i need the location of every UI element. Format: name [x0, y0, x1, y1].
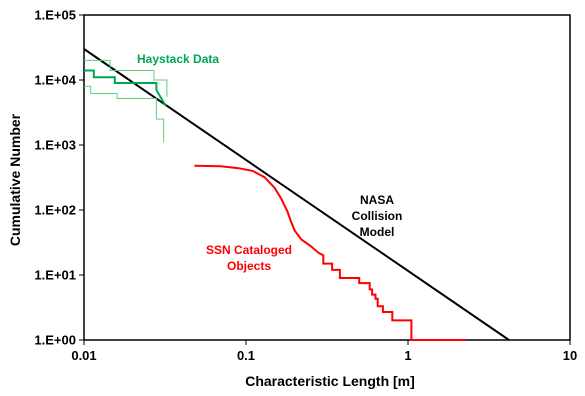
- y-tick-label: 1.E+05: [34, 8, 76, 23]
- ssn-label-line1: SSN Cataloged: [206, 243, 292, 257]
- x-axis-label: Characteristic Length [m]: [245, 373, 415, 389]
- y-tick-label: 1.E+04: [34, 73, 76, 88]
- y-tick-label: 1.E+01: [34, 268, 76, 283]
- haystack-lower-bound-line: [84, 85, 165, 143]
- plot-area: [83, 14, 571, 341]
- nasa-model-label-line1: NASA: [360, 193, 394, 207]
- nasa-model-label-line3: Model: [360, 225, 395, 239]
- x-tick-label: 0.01: [71, 348, 96, 363]
- series-layer: [83, 48, 510, 341]
- y-tick-label: 1.E+00: [34, 333, 76, 348]
- haystack-upper-bound-line: [84, 59, 168, 97]
- x-tick-label: 10: [563, 348, 577, 363]
- y-tick-label: 1.E+02: [34, 203, 76, 218]
- haystack-data-label: Haystack Data: [137, 52, 219, 66]
- plot-frame: [83, 14, 571, 341]
- y-axis-label: Cumulative Number: [7, 113, 23, 246]
- nasa-collision-model-line: [83, 48, 510, 341]
- y-tick-label: 1.E+03: [34, 138, 76, 153]
- x-tick-label: 0.1: [237, 348, 255, 363]
- ssn-cataloged-objects-line: [194, 164, 467, 341]
- ssn-label-line2: Objects: [227, 259, 271, 273]
- x-tick-label: 1: [404, 348, 411, 363]
- ticks-layer: 0.01 0.1 1 10 1.E+00 1.E+01 1.E+02 1.E+03 1.E+04…: [34, 8, 577, 364]
- nasa-model-label-line2: Collision: [352, 209, 403, 223]
- haystack-data-line: [84, 69, 167, 107]
